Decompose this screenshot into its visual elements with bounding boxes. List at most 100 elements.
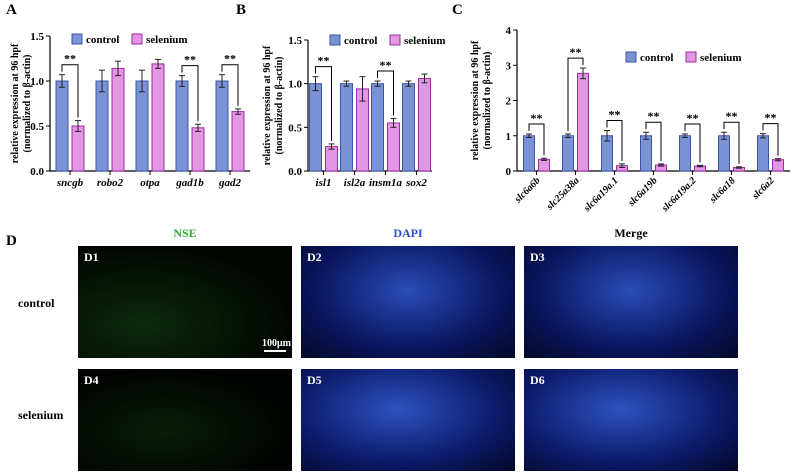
significance-bracket [61,64,79,118]
significance-bracket [723,121,740,164]
y-tick-label: 1.0 [30,76,44,88]
bar-selenium-slc6a6b [538,158,550,172]
bar-selenium-sox2 [418,77,431,172]
x-tick-label: slc6a6b [512,175,542,205]
x-tick-label: sox2 [405,177,427,189]
y-axis-label: relative expression at 96 hpf [262,45,273,165]
bar-control-isl2a [340,83,353,172]
panel-label-d: D [6,233,17,249]
bar-control-gad1b [175,80,189,172]
significance-bracket [645,121,662,161]
legend-swatch-selenium [131,33,143,45]
significance-label: ** [380,58,392,72]
bar-selenium-robo2 [111,67,125,172]
significance-label: ** [224,52,236,66]
y-tick-label: 0 [506,166,512,178]
significance-bracket [377,70,394,116]
micrograph-d4: D4 [78,369,292,471]
y-tick-label: 2 [506,96,512,108]
legend-swatch-selenium [389,34,401,46]
bar-selenium-sncgb [71,125,85,172]
significance-bracket [181,65,199,122]
y-tick-label: 1 [506,131,512,143]
bar-control-robo2 [95,80,109,172]
bar-control-otpa [135,80,149,172]
tile-label: D5 [307,373,322,387]
y-axis-label: relative expression at 96 hpf [470,40,481,160]
panel-label-a: A [6,2,17,18]
bar-selenium-otpa [151,63,165,172]
significance-bracket [606,119,623,161]
y-axis-label-2: (normalized to β-actin) [482,51,493,149]
y-axis-label: relative expression at 96 hpf [10,43,21,163]
significance-label: ** [648,109,660,123]
x-tick-label: slc6a19b [626,175,660,209]
scale-bar [264,350,286,352]
x-tick-label: slc25a38a [544,175,582,213]
tile-label: D3 [530,250,545,264]
significance-bracket [567,57,584,131]
panel-label-c: C [452,2,463,18]
legend-swatch-selenium [685,51,697,63]
y-tick-label: 4 [506,25,512,37]
significance-bracket [315,66,332,141]
micrograph-d6: D6 [524,369,738,471]
micrograph-d5: D5 [301,369,515,471]
legend-label-selenium: selenium [146,34,188,46]
bar-control-gad2 [215,80,229,172]
legend-label-control: control [344,35,377,47]
legend-label-control: control [640,52,673,64]
column-label-merge: Merge [614,226,648,240]
y-tick-label: 1.5 [288,35,302,47]
panel-label-b: B [236,2,247,18]
legend-label-selenium: selenium [404,35,446,47]
micrograph-d2: D2 [301,246,515,358]
significance-bracket [684,123,701,163]
tile-label: D6 [530,373,545,387]
x-tick-label: insm1a [369,177,403,189]
bar-control-slc6a18 [718,135,730,172]
significance-bracket [528,123,545,156]
legend-label-control: control [86,34,119,46]
x-tick-label: isl2a [344,177,366,189]
y-tick-label: 0.5 [288,122,302,134]
tile-label: D4 [84,373,99,387]
tile-label: D2 [307,250,322,264]
y-tick-label: 0.0 [288,166,302,178]
y-axis-label-2: (normalized to β-actin) [274,56,285,154]
row-label-control: control [18,296,55,310]
significance-bracket [221,64,239,106]
column-label-dapi: DAPI [393,226,423,240]
bar-control-slc25a38a [562,135,574,172]
significance-label: ** [184,53,196,67]
bar-control-sox2 [402,83,415,172]
x-tick-label: gad2 [218,177,242,189]
legend-swatch-control [71,33,83,45]
bar-control-isl1 [309,83,322,172]
x-tick-label: robo2 [97,177,124,189]
y-axis-label-2: (normalized to β-actin) [22,54,33,152]
column-label-nse: NSE [173,226,197,240]
x-tick-label: slc6a2 [750,175,777,202]
bar-selenium-isl1 [325,146,338,172]
micrograph-d3: D3 [524,246,738,358]
y-tick-label: 0.0 [30,166,44,178]
significance-label: ** [570,45,582,59]
significance-label: ** [531,111,543,125]
legend-swatch-control [625,51,637,63]
bar-control-sncgb [55,80,69,172]
y-tick-label: 0.5 [30,121,44,133]
bar-selenium-insm1a [387,122,400,172]
x-tick-label: slc6a18 [707,175,737,205]
x-tick-label: gad1b [175,177,204,189]
x-tick-label: slc6a19a.2 [659,175,698,214]
significance-label: ** [765,111,777,125]
bar-selenium-slc6a2 [772,159,784,172]
micrograph-d1: D1 100μm [78,246,292,358]
legend-swatch-control [329,34,341,46]
x-tick-label: slc6a19a.1 [581,175,620,214]
x-tick-label: sncgb [56,177,84,189]
bar-control-slc6a19a.2 [679,135,691,172]
tile-label: D1 [84,250,99,264]
bar-selenium-gad2 [231,111,245,172]
